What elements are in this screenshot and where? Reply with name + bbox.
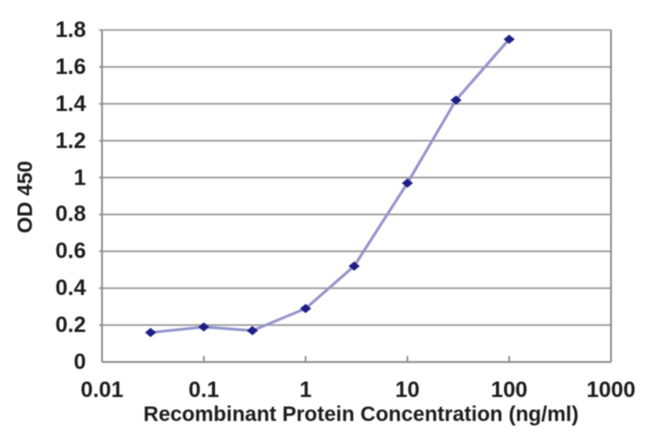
- data-point-marker: [503, 34, 515, 44]
- y-tick-label: 0.6: [55, 238, 86, 264]
- y-tick-label: 1: [73, 164, 86, 190]
- data-point-marker: [246, 326, 258, 336]
- y-tick-label: 1.2: [55, 127, 86, 153]
- data-point-marker: [401, 178, 413, 188]
- x-tick-label: 100: [490, 377, 528, 402]
- y-tick-label: 1.6: [55, 53, 86, 79]
- data-point-marker: [450, 95, 462, 105]
- data-point-marker: [144, 327, 157, 338]
- x-tick-label: 0.1: [188, 377, 220, 402]
- y-tick-label: 0.8: [55, 201, 86, 227]
- data-point-marker: [198, 322, 210, 332]
- x-tick-label: 1000: [586, 377, 636, 402]
- y-tick-label: 0: [73, 349, 86, 374]
- data-point-marker: [348, 261, 360, 271]
- x-tick-label: 10: [395, 377, 420, 402]
- y-axis-title: OD 450: [14, 160, 37, 234]
- y-tick-label: 0.2: [55, 312, 86, 338]
- y-tick-label: 1.4: [55, 90, 86, 116]
- y-tick-label: 0.4: [55, 275, 86, 301]
- y-tick-label: 1.8: [55, 17, 86, 42]
- series-line: [150, 38, 511, 334]
- x-axis-title: Recombinant Protein Concentration (ng/ml…: [143, 403, 579, 426]
- data-point-marker: [300, 303, 312, 314]
- x-tick-label: 0.01: [80, 377, 124, 402]
- x-tick-label: 1: [299, 377, 312, 402]
